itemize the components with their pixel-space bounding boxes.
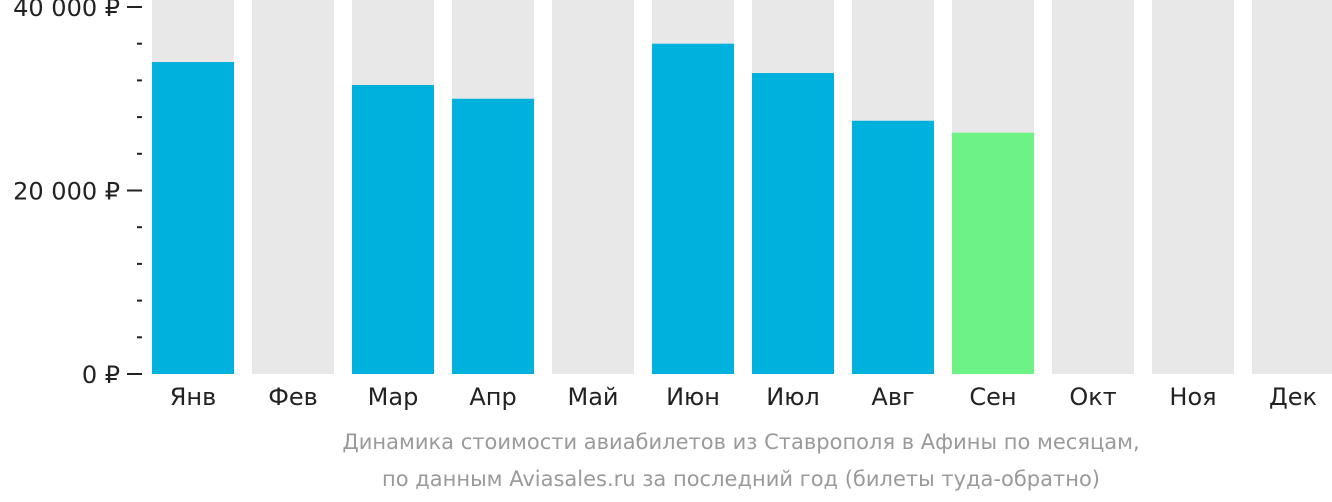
- x-tick-label: Май: [567, 383, 618, 411]
- bar-4: [452, 98, 534, 374]
- x-tick-label: Июл: [766, 383, 820, 411]
- bar-8: [852, 120, 934, 375]
- x-tick-label: Апр: [469, 383, 516, 411]
- y-tick-label: 0 ₽: [82, 361, 120, 389]
- bar-background-12: [1252, 0, 1332, 374]
- x-tick-label: Дек: [1269, 383, 1317, 411]
- price-bar-chart: Янв Фев Мар Апр Май Июн Июл Авг Сен Окт Ноя Дек 0 ₽ 2…: [13, 0, 1332, 411]
- bar-background-5: [552, 0, 634, 374]
- bar-7: [752, 73, 834, 374]
- x-tick-label: Янв: [170, 383, 217, 411]
- bar-1: [152, 62, 234, 375]
- chart-caption-line-2: по данным Aviasales.ru за последний год …: [382, 467, 1100, 491]
- bar-background-11: [1152, 0, 1234, 374]
- x-tick-label: Окт: [1069, 383, 1116, 411]
- y-tick-label: 20 000 ₽: [13, 178, 120, 206]
- bar-background-2: [252, 0, 334, 374]
- bar-3: [352, 84, 434, 375]
- bar-background-10: [1052, 0, 1134, 374]
- x-tick-label: Сен: [969, 383, 1016, 411]
- chart-caption-line-1: Динамика стоимости авиабилетов из Ставро…: [342, 430, 1140, 454]
- x-tick-label: Фев: [268, 383, 318, 411]
- bar-9: [952, 132, 1034, 374]
- x-tick-label: Ноя: [1169, 383, 1216, 411]
- x-tick-label: Мар: [368, 383, 419, 411]
- bar-6: [652, 43, 734, 374]
- x-tick-label: Авг: [871, 383, 914, 411]
- y-tick-label: 40 000 ₽: [13, 0, 120, 22]
- x-tick-label: Июн: [666, 383, 720, 411]
